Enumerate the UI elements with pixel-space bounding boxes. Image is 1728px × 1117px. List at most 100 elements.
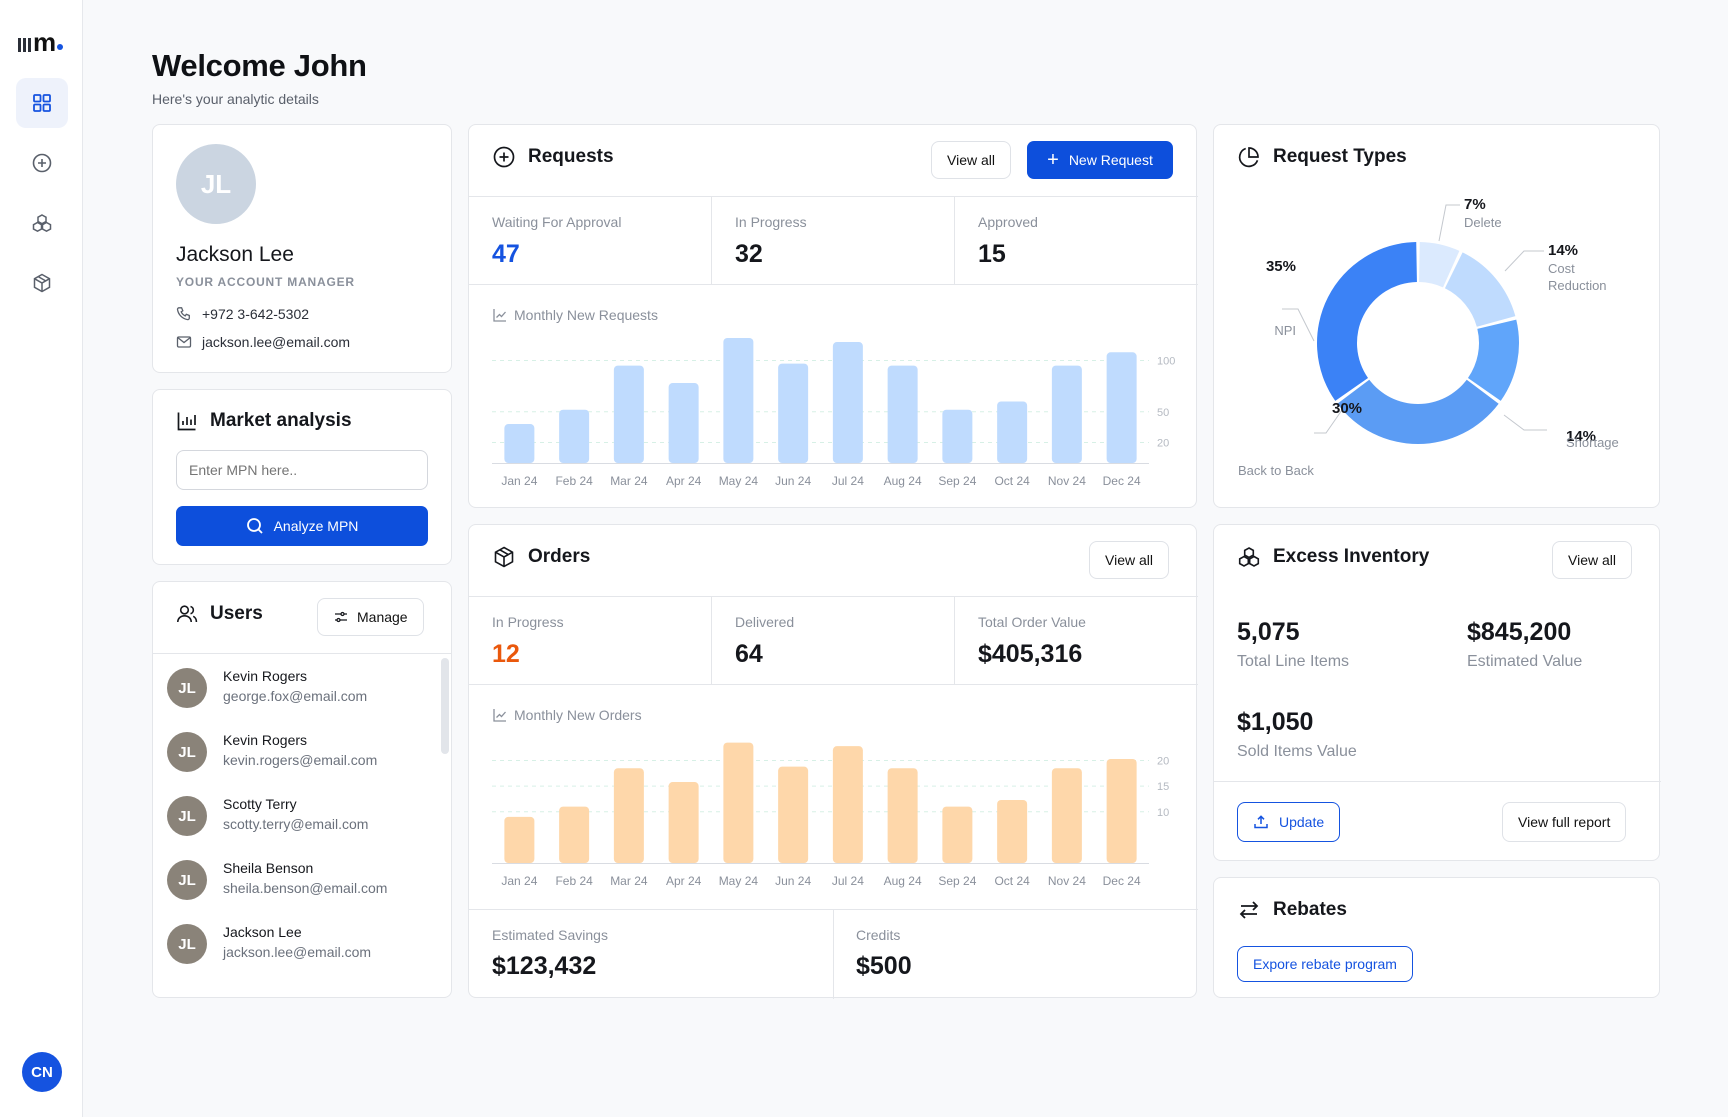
x-tick-label: Dec 24 <box>1103 474 1141 488</box>
total-order-value: $405,316 <box>978 640 1083 668</box>
user-list-item[interactable]: JL Kevin Rogers george.fox@email.com <box>167 664 417 712</box>
slice-percent: 35% <box>1266 258 1296 275</box>
delivered-label: Delivered <box>735 614 795 630</box>
excess-view-all-button[interactable]: View all <box>1552 541 1632 579</box>
mpn-input[interactable] <box>176 450 428 490</box>
orders-card: Orders View all In Progress 12 Delivered… <box>468 524 1198 999</box>
leader-line <box>1504 250 1544 272</box>
nav-products[interactable] <box>16 258 68 308</box>
chart-bar <box>1051 768 1082 863</box>
plus-circle-icon <box>32 153 52 173</box>
user-avatar[interactable]: CN <box>22 1052 62 1092</box>
view-full-report-button[interactable]: View full report <box>1502 802 1627 842</box>
leader-line <box>1503 414 1547 431</box>
nav-add[interactable] <box>16 138 68 188</box>
y-tick-label: 50 <box>1157 407 1169 419</box>
user-list-item[interactable]: JL Jackson Lee jackson.lee@email.com <box>167 920 417 968</box>
requests-chart-title: Monthly New Requests <box>492 307 658 323</box>
x-tick-label: Nov 24 <box>1048 874 1086 888</box>
user-avatar: JL <box>167 860 207 900</box>
x-tick-label: Jul 24 <box>832 474 864 488</box>
x-tick-label: Aug 24 <box>884 474 922 488</box>
manager-avatar: JL <box>176 144 256 224</box>
manager-email[interactable]: jackson.lee@email.com <box>202 334 351 350</box>
users-title: Users <box>210 603 263 624</box>
slice-label: Shortage <box>1566 435 1619 450</box>
chart-bar <box>778 363 809 463</box>
update-button[interactable]: Update <box>1237 802 1341 842</box>
trend-icon <box>493 709 506 722</box>
upload-icon <box>1254 815 1268 829</box>
page-subtitle: Here's your analytic details <box>152 91 319 107</box>
chart-bar <box>942 806 973 863</box>
chart-bar <box>559 409 590 463</box>
x-tick-label: Feb 24 <box>555 874 593 888</box>
sold-items-label: Sold Items Value <box>1237 743 1357 760</box>
orders-view-all-button[interactable]: View all <box>1089 541 1169 579</box>
request-types-donut: 7%Delete14%CostReduction14%Shortage30%Ba… <box>1238 196 1619 478</box>
chart-bar <box>1051 365 1082 463</box>
requests-in-progress-value: 32 <box>735 240 763 268</box>
requests-view-all-button[interactable]: View all <box>931 141 1011 179</box>
users-scrollbar[interactable] <box>441 658 449 754</box>
excess-inventory-title: Excess Inventory <box>1273 546 1430 567</box>
y-tick-label: 10 <box>1157 807 1169 819</box>
bar-chart-icon <box>177 412 196 431</box>
slice-label: Reduction <box>1548 278 1607 293</box>
analyze-mpn-label: Analyze MPN <box>273 518 359 534</box>
manage-users-button[interactable]: Manage <box>317 598 424 636</box>
sliders-icon <box>335 611 347 623</box>
credits-label: Credits <box>856 927 901 943</box>
chart-bar <box>504 424 535 463</box>
excess-inventory-card: Excess Inventory View all 5,075 Total Li… <box>1213 524 1661 861</box>
x-tick-label: Sep 24 <box>938 874 976 888</box>
user-list-item[interactable]: JL Kevin Rogers kevin.rogers@email.com <box>167 728 417 776</box>
analyze-mpn-button[interactable]: Analyze MPN <box>176 506 428 546</box>
approved-value: 15 <box>978 240 1006 268</box>
donut-slice <box>1419 242 1460 288</box>
chart-bar <box>723 337 754 463</box>
user-email: george.fox@email.com <box>223 688 368 704</box>
x-tick-label: Jun 24 <box>775 874 811 888</box>
requests-card: Requests View all + New Request Waiting … <box>468 124 1198 508</box>
x-tick-label: Oct 24 <box>994 474 1030 488</box>
x-tick-label: Dec 24 <box>1103 874 1141 888</box>
new-request-button[interactable]: + New Request <box>1027 141 1173 179</box>
approved-label: Approved <box>978 214 1038 230</box>
chart-bar <box>559 806 590 863</box>
mail-icon <box>176 336 192 348</box>
chart-bar <box>1106 352 1137 463</box>
orders-chart-label: Monthly New Orders <box>514 707 642 723</box>
donut-slice <box>1444 252 1516 327</box>
nav-integrations[interactable] <box>16 198 68 248</box>
slice-label: Back to Back <box>1238 463 1314 478</box>
trend-icon <box>493 309 506 322</box>
manager-phone[interactable]: +972 3-642-5302 <box>202 306 310 322</box>
user-list-item[interactable]: JL Sheila Benson sheila.benson@email.com <box>167 856 417 904</box>
user-avatar: JL <box>167 732 207 772</box>
y-tick-label: 15 <box>1157 781 1169 793</box>
x-tick-label: Nov 24 <box>1048 474 1086 488</box>
x-tick-label: Jul 24 <box>832 874 864 888</box>
x-tick-label: Mar 24 <box>610 474 648 488</box>
user-email: jackson.lee@email.com <box>223 944 372 960</box>
total-line-items-value: 5,075 <box>1237 618 1300 646</box>
chart-bar <box>997 401 1028 463</box>
request-types-title: Request Types <box>1273 146 1407 167</box>
orders-bar-chart: 20 15 10 Jan 24 Feb 24 Mar 24 Apr 24 May 24 Jun … <box>492 742 1169 888</box>
phone-icon <box>176 307 190 321</box>
user-list-item[interactable]: JL Scotty Terry scotty.terry@email.com <box>167 792 417 840</box>
nav-dashboard[interactable] <box>16 78 68 128</box>
search-icon <box>246 518 263 534</box>
box-icon <box>33 273 51 293</box>
leader-line <box>1438 204 1460 242</box>
manager-email-row: jackson.lee@email.com <box>176 334 350 350</box>
x-tick-label: Sep 24 <box>938 474 976 488</box>
explore-rebate-button[interactable]: Expore rebate program <box>1237 946 1413 982</box>
x-tick-label: Aug 24 <box>884 874 922 888</box>
chart-bar <box>832 746 863 863</box>
plus-circle-icon <box>493 146 515 168</box>
manager-name: Jackson Lee <box>176 243 294 266</box>
request-types-card: Request Types 7% Delete 14% Cost Reduction 14… <box>1213 124 1660 508</box>
user-avatar: JL <box>167 924 207 964</box>
